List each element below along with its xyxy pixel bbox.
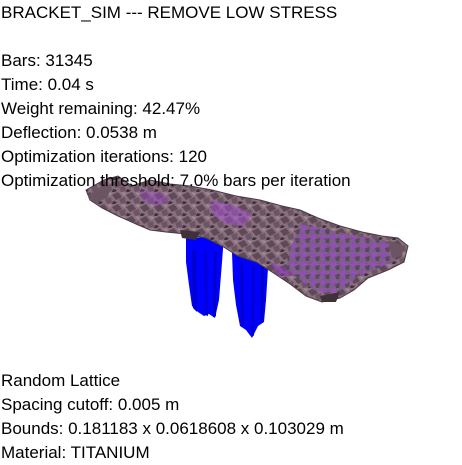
optimization-threshold: Optimization threshold: 7.0% bars per it… (1, 171, 351, 190)
bounds: Bounds: 0.181183 x 0.0618608 x 0.103029 … (1, 419, 344, 438)
bracket-lattice (85, 175, 409, 303)
support-columns (186, 236, 268, 338)
app-title: BRACKET_SIM --- REMOVE LOW STRESS (1, 3, 338, 22)
lattice-type: Random Lattice (1, 371, 121, 390)
weight-remaining: Weight remaining: 42.47% (1, 99, 201, 118)
sim-time: Time: 0.04 s (1, 75, 94, 94)
material: Material: TITANIUM (1, 443, 150, 462)
bars-count: Bars: 31345 (1, 51, 93, 70)
optimization-iterations: Optimization iterations: 120 (1, 147, 207, 166)
spacing-cutoff: Spacing cutoff: 0.005 m (1, 395, 180, 414)
deflection: Deflection: 0.0538 m (1, 123, 157, 142)
lattice-purple-region (286, 224, 400, 294)
